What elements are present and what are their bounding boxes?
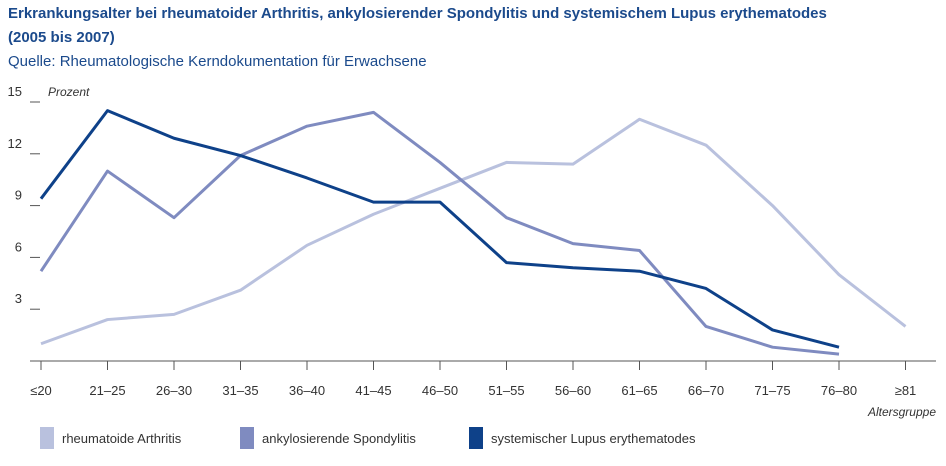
series-line [40, 117, 907, 346]
chart-title: Erkrankungsalter bei rheumatoider Arthri… [8, 5, 827, 22]
y-tick-label: 6 [15, 239, 22, 254]
x-tick-label: 41–45 [355, 383, 391, 398]
chart-subtitle: (2005 bis 2007) [8, 29, 115, 46]
legend-label: rheumatoide Arthritis [62, 431, 182, 446]
x-tick-label: 56–60 [555, 383, 591, 398]
source: Quelle: Rheumatologische Kerndokumentati… [8, 53, 427, 70]
y-tick-label: 9 [15, 188, 22, 203]
x-tick-label: ≥81 [895, 383, 917, 398]
x-tick-label: 71–75 [754, 383, 790, 398]
x-tick-label: 26–30 [156, 383, 192, 398]
y-tick-label: 15 [8, 84, 22, 99]
legend-swatch [40, 427, 54, 449]
legend-swatch [240, 427, 254, 449]
x-tick-label: 51–55 [488, 383, 524, 398]
legend-swatch [469, 427, 483, 449]
series-line [39, 110, 840, 356]
x-tick-label: 46–50 [422, 383, 458, 398]
series-line [39, 109, 840, 349]
x-tick-label: 61–65 [621, 383, 657, 398]
x-axis-label: Altersgruppe [867, 405, 936, 419]
x-tick-label: ≤20 [30, 383, 52, 398]
legend-label: ankylosierende Spondylitis [262, 431, 416, 446]
x-tick-label: 31–35 [222, 383, 258, 398]
x-tick-label: 21–25 [89, 383, 125, 398]
y-tick-label: 3 [15, 291, 22, 306]
x-tick-label: 76–80 [821, 383, 857, 398]
x-tick-label: 36–40 [289, 383, 325, 398]
legend-label: systemischer Lupus erythematodes [491, 431, 696, 446]
y-axis-label: Prozent [48, 85, 90, 99]
x-tick-label: 66–70 [688, 383, 724, 398]
y-tick-label: 12 [8, 136, 22, 151]
